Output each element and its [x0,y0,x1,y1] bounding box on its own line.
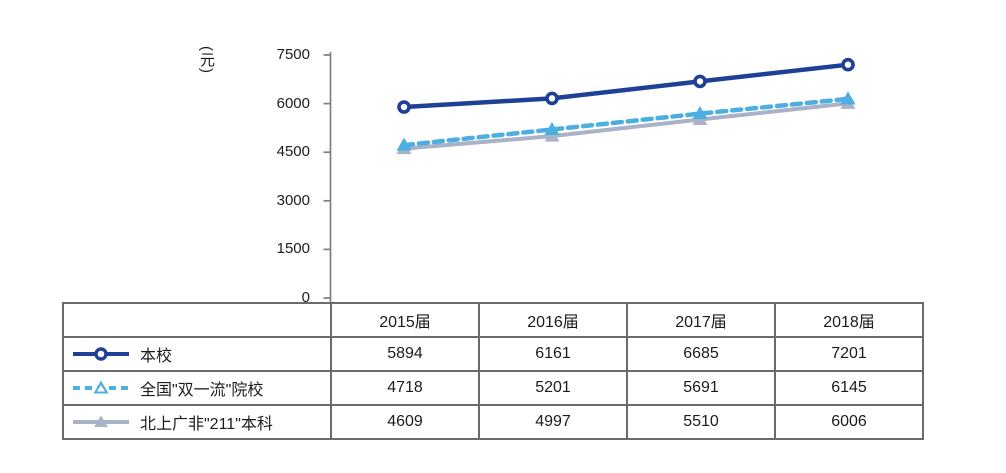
table-cell: 5691 [626,370,776,406]
table-cell: 6145 [774,370,924,406]
series-line [402,101,850,151]
table-cell: 4997 [478,404,628,440]
data-point-marker [544,128,560,142]
y-tick-label: 7500 [276,46,310,63]
y-tick-label: 6000 [276,94,310,112]
data-point-marker [396,137,412,151]
data-table: 2015届 2016届 2017届 2018届 本校 5894 6161 668… [62,302,924,440]
dashed-line-triangle-marker-icon [73,380,129,394]
data-point-marker [692,106,708,120]
column-header: 2016届 [478,302,628,338]
table-header-row: 2015届 2016届 2017届 2018届 [62,302,924,338]
solid-line-open-circle-marker-icon [73,347,129,361]
column-header: 2018届 [774,302,924,338]
series-line [401,96,851,148]
y-tick-label: 0 [301,289,310,306]
series-label: 全国"双一流"院校 [140,382,264,399]
data-point-marker [397,100,411,114]
table-cell: 5201 [478,370,628,406]
table-cell: 4718 [330,370,480,406]
legend-cell: 北上广非"211"本科 [62,404,332,440]
column-header: 2017届 [626,302,776,338]
table-row: 本校 5894 6161 6685 7201 [62,336,924,372]
y-axis-unit-label: (元) [198,46,215,74]
legend-cell: 本校 [62,336,332,372]
table-row: 北上广非"211"本科 4609 4997 5510 6006 [62,404,924,440]
y-tick-label: 4500 [276,143,310,161]
data-point-marker [840,91,856,105]
table-cell: 6161 [478,336,628,372]
table-cell: 5894 [330,336,480,372]
column-header: 2015届 [330,302,480,338]
solid-line-triangle-marker-icon [73,415,129,427]
data-point-marker [544,121,560,135]
data-point-marker [693,74,707,89]
table-cell: 6685 [626,336,776,372]
series-label: 北上广非"211"本科 [140,416,273,433]
legend-cell: 全国"双一流"院校 [62,370,332,406]
table-cell: 7201 [774,336,924,372]
table-row: 全国"双一流"院校 4718 5201 5691 6145 [62,370,924,406]
table-corner-spacer [62,302,332,338]
table-cell: 6006 [774,404,924,440]
series-line [401,62,851,110]
data-point-marker [841,57,855,72]
y-tick-label: 1500 [276,240,310,258]
data-point-marker [545,91,559,106]
table-cell: 4609 [330,404,480,440]
series-label: 本校 [140,348,173,365]
y-tick-label: 3000 [276,191,310,209]
table-cell: 5510 [626,404,776,440]
